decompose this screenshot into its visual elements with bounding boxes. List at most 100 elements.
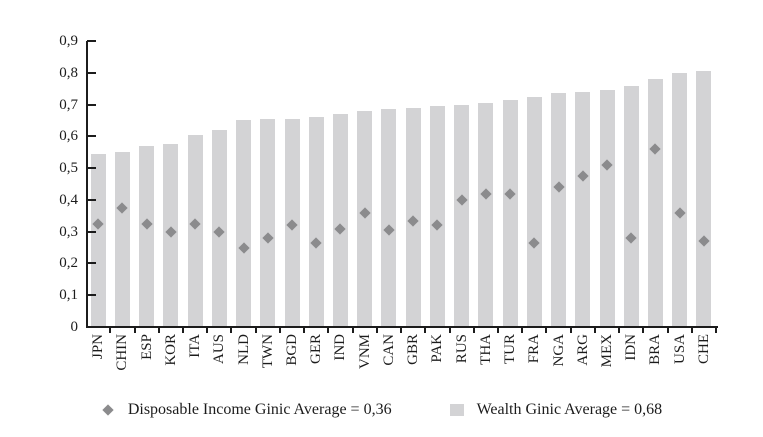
- x-axis: [86, 326, 718, 328]
- y-axis-label-0,2: 0,2: [59, 255, 78, 272]
- x-tick: [351, 328, 354, 333]
- bar-CAN: [381, 109, 397, 327]
- bar-USA: [672, 72, 688, 327]
- x-tick: [521, 328, 524, 333]
- x-tick: [375, 328, 378, 333]
- y-axis-label-0,3: 0,3: [59, 223, 78, 240]
- bar-marker-icon: [449, 404, 464, 416]
- x-tick: [206, 328, 209, 333]
- x-tick: [642, 328, 645, 333]
- x-tick: [327, 328, 330, 333]
- x-tick: [303, 328, 306, 333]
- category-label-GBR: GBR: [405, 334, 422, 365]
- category-label-USA: USA: [671, 334, 688, 365]
- legend-item-income: Disposable Income Ginic Average = 0,36: [101, 401, 392, 419]
- category-label-NLD: NLD: [235, 334, 252, 365]
- x-tick: [181, 328, 184, 333]
- x-tick: [545, 328, 548, 333]
- x-tick: [472, 328, 475, 333]
- bar-NGA: [551, 93, 566, 327]
- category-label-GER: GER: [308, 334, 325, 364]
- y-axis: [86, 41, 88, 328]
- bar-TUR: [502, 99, 518, 327]
- bar-ITA: [187, 134, 203, 327]
- category-label-IDN: IDN: [623, 334, 640, 361]
- category-label-IND: IND: [332, 334, 349, 361]
- y-tick-0,4: [87, 198, 96, 201]
- legend-income-label: Disposable Income Ginic Average = 0,36: [127, 401, 392, 418]
- bar-TWN: [260, 118, 276, 327]
- bar-MEX: [599, 90, 615, 327]
- category-label-MEX: MEX: [599, 334, 615, 368]
- y-axis-label-0,9: 0,9: [59, 33, 78, 49]
- x-tick: [424, 328, 427, 333]
- y-tick-0,5: [87, 167, 96, 170]
- category-label-CAN: CAN: [380, 334, 397, 366]
- y-tick-0,8: [87, 71, 96, 74]
- category-label-CHE: CHE: [695, 334, 712, 364]
- category-label-ITA: ITA: [187, 334, 203, 358]
- x-tick: [157, 328, 160, 333]
- category-label-FRA: FRA: [526, 334, 543, 364]
- x-tick: [715, 328, 717, 333]
- y-tick-0,1: [87, 294, 96, 297]
- bar-ARG: [575, 91, 591, 327]
- legend-wealth-label: Wealth Ginic Average = 0,68: [476, 401, 663, 418]
- category-label-RUS: RUS: [453, 334, 470, 364]
- category-label-JPN: JPN: [90, 334, 107, 360]
- category-label-VNM: VNM: [356, 334, 373, 370]
- bar-PAK: [429, 106, 445, 327]
- y-axis-label-0,4: 0,4: [59, 191, 78, 208]
- y-axis-label-0,1: 0,1: [59, 287, 78, 304]
- y-tick-0,9: [87, 40, 96, 42]
- x-tick: [593, 328, 596, 333]
- x-tick: [448, 328, 451, 333]
- bar-CHIN: [114, 152, 130, 327]
- bar-NLD: [236, 120, 251, 327]
- category-label-THA: THA: [477, 334, 494, 365]
- y-tick-0,6: [87, 135, 96, 138]
- category-label-TUR: TUR: [502, 334, 518, 364]
- bar-THA: [478, 103, 494, 327]
- bar-CHE: [696, 71, 712, 327]
- y-axis-label-0,5: 0,5: [59, 160, 78, 177]
- x-tick: [618, 328, 621, 333]
- y-axis-label-0,8: 0,8: [59, 64, 78, 81]
- y-axis-label-0,7: 0,7: [59, 96, 78, 113]
- bar-GER: [308, 117, 324, 327]
- y-axis-label-0,6: 0,6: [59, 128, 78, 145]
- bar-BRA: [647, 79, 663, 327]
- x-tick: [400, 328, 402, 333]
- category-label-KOR: KOR: [162, 334, 179, 366]
- x-tick: [690, 328, 693, 333]
- category-label-TWN: TWN: [259, 334, 276, 369]
- y-tick-0,3: [87, 230, 96, 233]
- bar-JPN: [90, 153, 106, 327]
- legend-item-wealth: Wealth Ginic Average = 0,68: [449, 401, 663, 419]
- category-label-BGD: BGD: [284, 334, 300, 366]
- category-label-AUS: AUS: [211, 334, 228, 365]
- bar-IND: [332, 114, 348, 327]
- x-tick: [133, 328, 136, 333]
- x-tick: [278, 328, 281, 333]
- x-tick: [666, 328, 669, 333]
- x-tick: [496, 328, 499, 333]
- category-label-CHIN: CHIN: [114, 334, 131, 371]
- diamond-marker-icon: [102, 404, 114, 416]
- category-label-ARG: ARG: [574, 334, 591, 366]
- legend: Disposable Income Ginic Average = 0,36 W…: [0, 401, 763, 419]
- x-tick: [109, 328, 112, 333]
- bar-VNM: [357, 110, 373, 327]
- bar-FRA: [526, 96, 542, 327]
- bar-IDN: [623, 85, 639, 327]
- bar-RUS: [454, 104, 470, 327]
- y-tick-0,2: [87, 262, 96, 265]
- x-tick: [254, 328, 257, 333]
- category-label-ESP: ESP: [138, 334, 155, 360]
- category-label-BRA: BRA: [647, 334, 664, 365]
- category-label-NGA: NGA: [550, 334, 567, 367]
- x-tick: [569, 328, 572, 333]
- category-label-PAK: PAK: [429, 334, 446, 363]
- y-axis-label-0: 0: [70, 319, 79, 335]
